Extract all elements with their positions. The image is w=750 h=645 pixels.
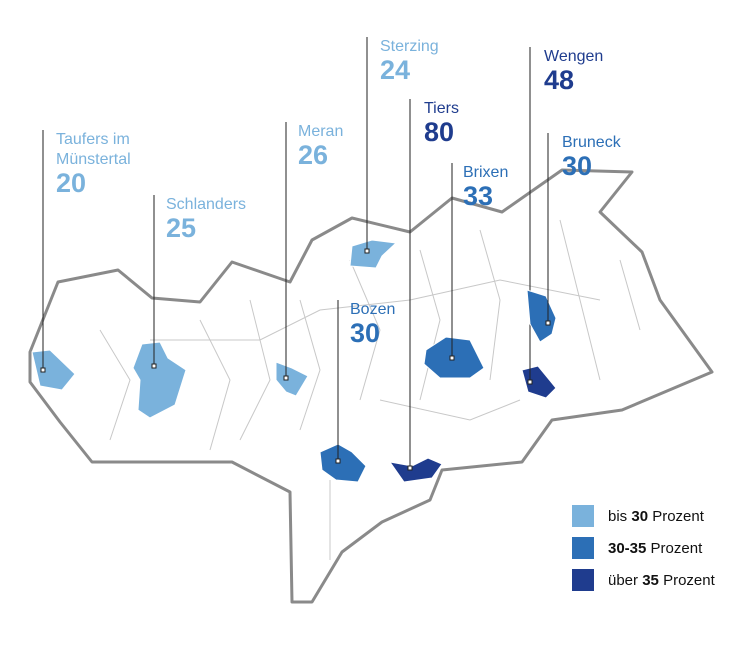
- district: [275, 361, 309, 397]
- marker-dot: [335, 458, 341, 464]
- legend-suffix: Prozent: [663, 572, 716, 589]
- district-lines: [99, 219, 641, 560]
- legend-label: 30-35 Prozent: [608, 540, 703, 557]
- legend-label: über 35 Prozent: [608, 572, 716, 589]
- marker-value: 30: [350, 318, 380, 348]
- legend-swatch: [572, 505, 594, 527]
- legend-swatch: [572, 569, 594, 591]
- marker-dot: [527, 379, 533, 385]
- marker-dot: [407, 465, 413, 471]
- marker-name: Bozen: [350, 301, 395, 318]
- legend-swatch: [572, 537, 594, 559]
- marker-value: 20: [56, 168, 86, 198]
- marker-name: Bruneck: [562, 134, 622, 151]
- marker-value: 80: [424, 117, 454, 147]
- legend-bold: 30: [631, 508, 648, 525]
- marker-name: Schlanders: [166, 196, 246, 213]
- marker-value: 26: [298, 140, 328, 170]
- district: [349, 239, 398, 269]
- legend-label: bis 30 Prozent: [608, 508, 705, 525]
- marker-name: Münstertal: [56, 151, 131, 168]
- district: [319, 443, 367, 483]
- marker-dot: [449, 355, 455, 361]
- marker-value: 30: [562, 151, 592, 181]
- marker-value: 48: [544, 65, 574, 95]
- district: [132, 341, 187, 419]
- marker-name: Taufers im: [56, 131, 130, 148]
- legend-bold: 35: [642, 572, 659, 589]
- legend-bold: 30-35: [608, 540, 646, 557]
- marker-name: Meran: [298, 123, 343, 140]
- marker-name: Wengen: [544, 48, 603, 65]
- marker-dot: [364, 248, 370, 254]
- legend-suffix: Prozent: [652, 508, 705, 525]
- marker-dot: [151, 363, 157, 369]
- marker-name: Brixen: [463, 164, 508, 181]
- legend-suffix: Prozent: [651, 540, 704, 557]
- legend-prefix: über: [608, 572, 638, 589]
- marker-dot: [545, 320, 551, 326]
- legend-prefix: bis: [608, 508, 627, 525]
- marker-name: Sterzing: [380, 38, 439, 55]
- marker-value: 25: [166, 213, 196, 243]
- marker-value: 24: [380, 55, 410, 85]
- region-outline: [28, 168, 714, 604]
- district: [526, 289, 557, 343]
- marker-dot: [40, 367, 46, 373]
- marker-name: Tiers: [424, 100, 459, 117]
- marker-dot: [283, 375, 289, 381]
- marker-value: 33: [463, 181, 493, 211]
